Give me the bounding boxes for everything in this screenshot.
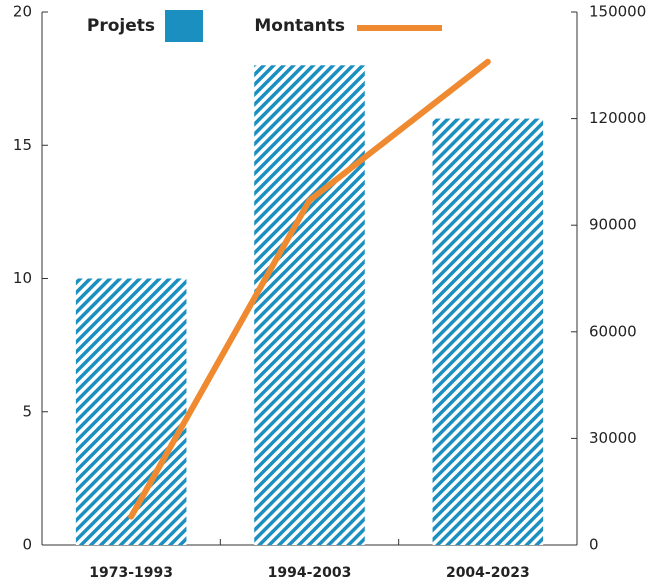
x-tick-label: 2004-2023 (446, 565, 530, 581)
y-tick-label: 0 (22, 536, 32, 554)
y2-tick-label: 0 (589, 536, 599, 554)
y-tick-label: 20 (13, 3, 32, 21)
x-tick-label: 1994-2003 (268, 565, 352, 581)
legend-label: Montants (254, 16, 345, 36)
y2-tick-label: 60000 (589, 322, 637, 340)
y-tick-label: 10 (13, 269, 32, 287)
x-tick-label: 1973-1993 (89, 565, 173, 581)
legend-swatch (165, 10, 203, 42)
y-tick-label: 5 (22, 402, 32, 420)
legend: Projets Montants (87, 10, 442, 42)
y2-tick-label: 30000 (589, 429, 637, 447)
legend-label: Projets (87, 16, 155, 36)
bar (254, 65, 365, 546)
y-tick-label: 15 (13, 136, 32, 154)
y2-tick-label: 90000 (589, 216, 637, 234)
y2-tick-label: 120000 (589, 109, 646, 127)
y2-tick-label: 150000 (589, 3, 646, 21)
line (128, 58, 491, 520)
bar (432, 118, 544, 545)
bar (75, 278, 187, 545)
